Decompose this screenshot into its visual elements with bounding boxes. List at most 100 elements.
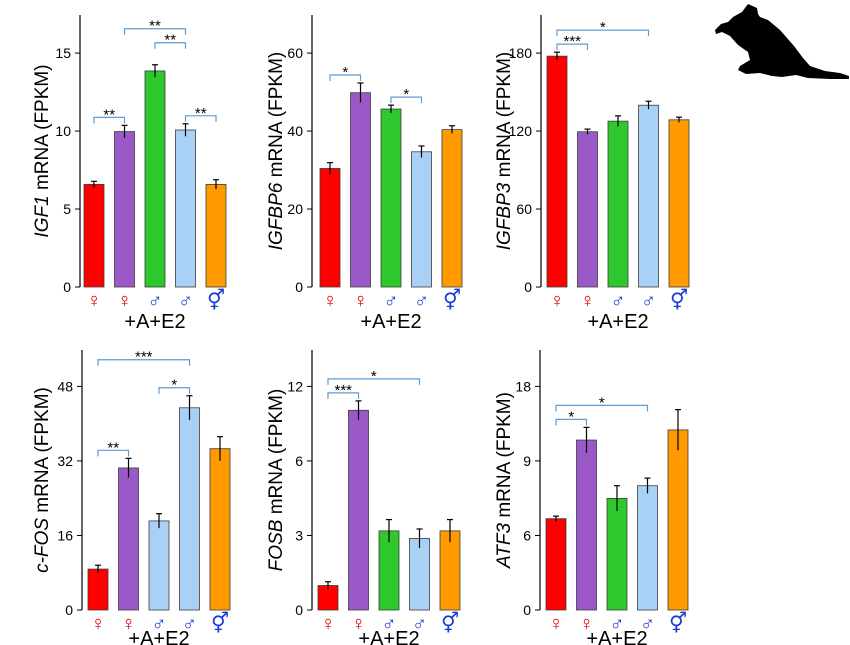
sex-symbol: ⚥ [441, 611, 459, 635]
y-axis-label: IGFBP6 mRNA (FPKM) [266, 52, 287, 250]
bar [378, 530, 400, 611]
y-axis-label-gene: IGFBP6 [266, 182, 287, 250]
sex-symbol: ⚥ [669, 611, 687, 635]
sex-symbol: ♀ [351, 613, 366, 635]
sex-symbol: ⚥ [670, 288, 688, 312]
y-axis-label-unit: mRNA (FPKM) [32, 64, 53, 195]
sex-symbol: ♂ [382, 613, 397, 635]
sex-symbol: ♀ [323, 290, 338, 312]
bar [667, 429, 689, 611]
x-axis-label: +A+E2 [128, 628, 189, 645]
significance-label: * [403, 86, 409, 103]
bar [409, 538, 430, 611]
significance-label: ** [164, 32, 176, 49]
significance-label: * [599, 394, 605, 411]
sex-symbol: ♂ [412, 613, 427, 635]
y-axis-label: IGF1 mRNA (FPKM) [32, 64, 53, 237]
bar [439, 530, 461, 611]
y-tick-label: 20 [287, 201, 303, 217]
y-axis-label: IGFBP3 mRNA (FPKM) [494, 52, 515, 250]
y-tick-label: 15 [55, 45, 71, 61]
bar [441, 129, 463, 288]
sex-symbol: ♂ [641, 290, 656, 312]
significance-label: * [342, 64, 348, 81]
sex-symbol: ♀ [121, 613, 136, 635]
sex-symbol: ♀ [579, 613, 594, 635]
significance-bracket [555, 404, 649, 412]
sex-symbol: ♂ [640, 613, 655, 635]
significance-label: *** [334, 382, 352, 399]
significance-bracket [154, 42, 187, 49]
sex-symbol: ♀ [580, 290, 595, 312]
bar [638, 104, 659, 288]
bar [144, 70, 166, 288]
significance-bracket [555, 418, 588, 426]
y-tick-label: 0 [523, 602, 531, 618]
y-tick-label: 120 [509, 123, 533, 139]
sex-symbol: ♂ [414, 290, 429, 312]
bar [606, 497, 628, 611]
significance-bracket [97, 449, 130, 457]
bar [83, 184, 105, 288]
significance-bracket [329, 74, 362, 81]
bar [545, 518, 567, 611]
y-tick-label: 180 [509, 45, 533, 61]
significance-bracket [123, 28, 187, 35]
sex-symbol: ♀ [117, 290, 132, 312]
x-axis-label: +A+E2 [358, 628, 419, 645]
bar [179, 407, 200, 611]
y-tick-label: 60 [287, 45, 303, 61]
bar [576, 439, 597, 611]
sex-symbol: ♂ [610, 613, 625, 635]
significance-label: *** [135, 349, 153, 366]
bar [577, 131, 598, 288]
y-axis-label: ATF3 mRNA (FPKM) [494, 392, 515, 569]
significance-label: *** [563, 33, 581, 50]
y-axis-label-unit: mRNA (FPKM) [32, 387, 53, 518]
y-tick-label: 48 [57, 378, 73, 394]
sex-symbol: ♀ [321, 613, 336, 635]
bar [350, 92, 371, 288]
significance-label: * [171, 377, 177, 394]
y-axis-label: FOSB mRNA (FPKM) [266, 389, 287, 572]
significance-label: * [600, 19, 606, 36]
y-axis-label-gene: ATF3 [494, 522, 515, 568]
sex-symbol: ♀ [87, 290, 102, 312]
y-tick-label: 16 [57, 527, 73, 543]
significance-bracket [93, 116, 126, 124]
sex-symbol: ♂ [178, 290, 193, 312]
sex-symbol: ♀ [550, 290, 565, 312]
y-axis-label: c-FOS mRNA (FPKM) [32, 387, 53, 573]
sex-symbol: ♀ [353, 290, 368, 312]
y-tick-label: 18 [515, 378, 531, 394]
significance-label: * [568, 408, 574, 425]
sex-symbol: ⚥ [211, 611, 229, 635]
y-tick-label: 0 [65, 602, 73, 618]
significance-bracket [390, 96, 423, 104]
y-tick-label: 60 [516, 201, 532, 217]
bar [348, 409, 369, 611]
bar [411, 151, 432, 288]
significance-bracket [184, 115, 217, 122]
significance-bracket [556, 43, 589, 51]
x-axis-label: +A+E2 [124, 311, 185, 333]
sex-symbol: ♂ [182, 613, 197, 635]
y-tick-label: 0 [63, 279, 71, 295]
sex-symbol: ⚥ [443, 288, 461, 312]
sex-symbol: ♂ [152, 613, 167, 635]
sex-symbol: ⚥ [207, 288, 225, 312]
sex-symbol: ♂ [611, 290, 626, 312]
bar [148, 520, 170, 611]
significance-label: * [371, 368, 377, 385]
y-tick-label: 3 [295, 527, 303, 543]
x-axis-label: +A+E2 [586, 628, 647, 645]
wallaby-silhouette-icon [715, 4, 849, 79]
bar [380, 108, 402, 288]
significance-bracket [327, 378, 421, 385]
significance-bracket [556, 29, 650, 37]
